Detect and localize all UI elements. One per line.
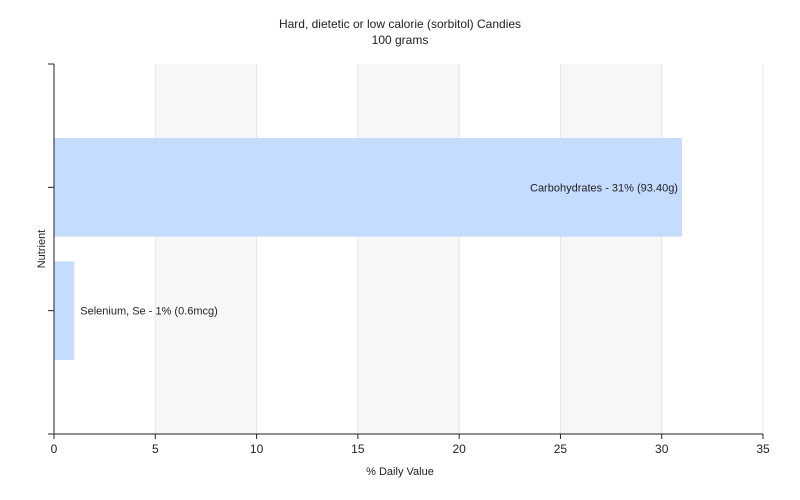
x-tick-label: 10 [250,442,264,456]
plot-band [661,64,763,434]
chart-title-block: Hard, dietetic or low calorie (sorbitol)… [0,16,800,48]
plot-band [459,64,561,434]
data-label: Selenium, Se - 1% (0.6mcg) [80,306,218,318]
plot-band [256,64,358,434]
x-axis-label: % Daily Value [366,466,434,478]
bar-selenium-se [54,261,75,360]
chart-subtitle: 100 grams [371,33,429,47]
bar-carbohydrates [54,138,682,237]
x-tick-label: 35 [756,442,770,456]
data-label: Carbohydrates - 31% (93.40g) [530,182,678,194]
y-axis-label: Nutrient [36,229,48,269]
plot-band [560,64,662,434]
chart-title: Hard, dietetic or low calorie (sorbitol)… [278,17,522,31]
x-tick-label: 30 [655,442,669,456]
plot-band [357,64,460,434]
x-tick-label: 20 [452,442,466,456]
plot-band [54,64,156,434]
x-tick-label: 5 [152,442,159,456]
x-tick-label: 15 [351,442,365,456]
x-tick-label: 0 [51,442,58,456]
plot-band [155,64,257,434]
x-tick-label: 25 [554,442,568,456]
